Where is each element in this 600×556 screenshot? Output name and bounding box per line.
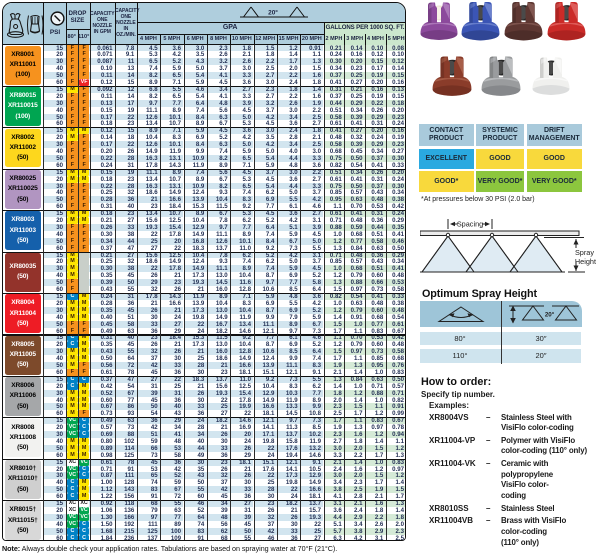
svg-text:Spacing: Spacing — [457, 220, 483, 229]
svg-text:Height: Height — [575, 257, 596, 266]
svg-text:20°: 20° — [268, 8, 278, 16]
svg-text:Spray: Spray — [575, 248, 594, 257]
svg-text:20°: 20° — [545, 311, 555, 318]
